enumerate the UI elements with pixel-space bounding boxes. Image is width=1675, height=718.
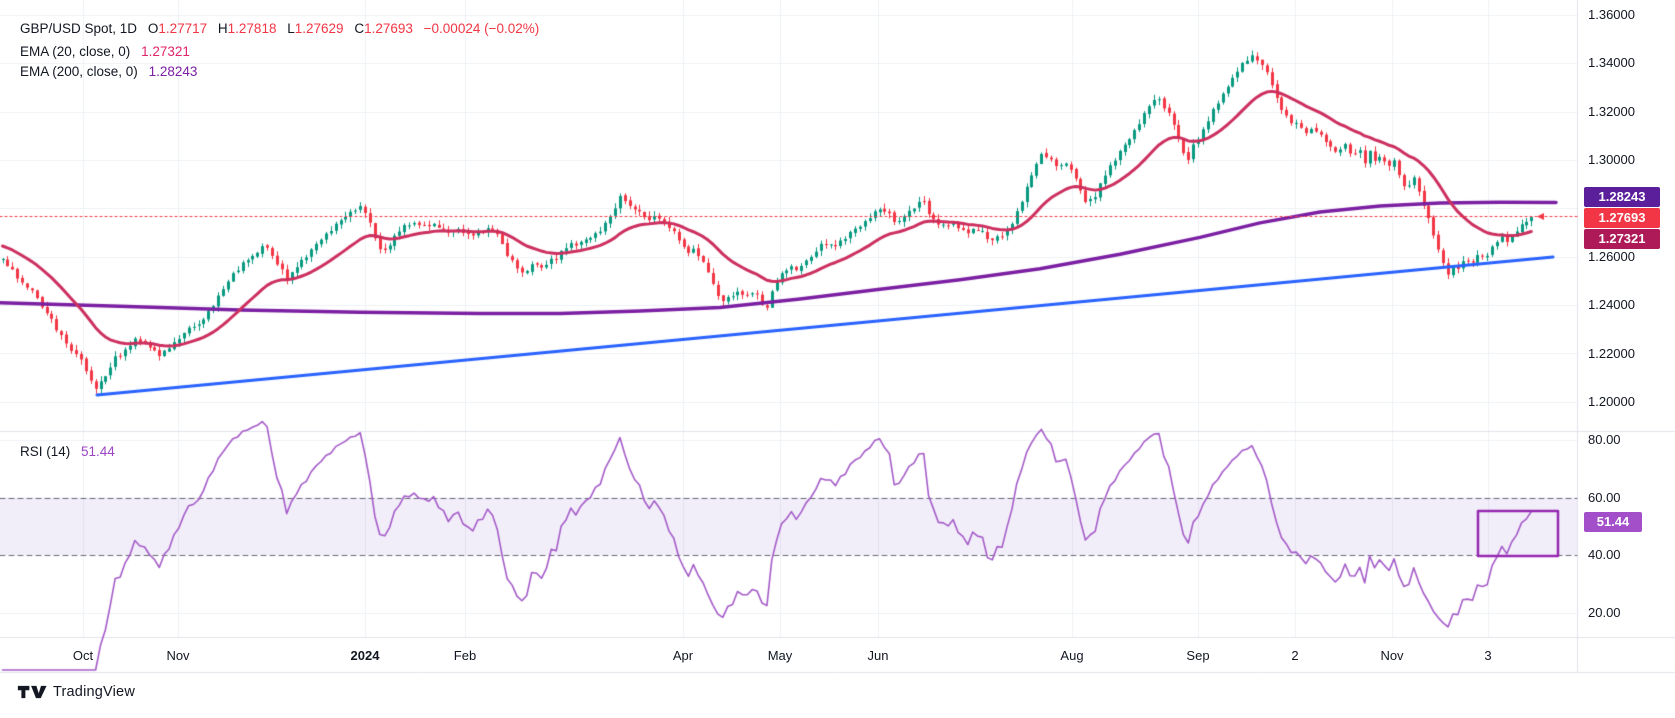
price-axis-label: 1.34000 xyxy=(1588,55,1635,70)
time-axis-label: Jun xyxy=(867,648,889,663)
time-axis-label: Feb xyxy=(453,648,477,663)
ema20-legend-value: 1.27321 xyxy=(141,44,190,59)
tradingview-attribution[interactable]: TradingView xyxy=(17,684,135,700)
rsi-axis-label: 60.00 xyxy=(1588,490,1621,505)
price-axis-label: 1.26000 xyxy=(1588,249,1635,264)
ohlc-open: O1.27717 xyxy=(147,21,208,36)
time-axis-label: May xyxy=(767,648,793,663)
rsi-legend-label: RSI (14) xyxy=(20,444,71,459)
rsi-axis-label: 20.00 xyxy=(1588,605,1621,620)
price-axis-label: 1.22000 xyxy=(1588,346,1635,361)
time-axis-label: Aug xyxy=(1060,648,1084,663)
price-axis[interactable] xyxy=(1577,0,1675,637)
symbol-legend-row[interactable]: GBP/USD Spot, 1D O1.27717 H1.27818 L1.27… xyxy=(20,20,539,37)
time-axis-label: 2 xyxy=(1291,648,1299,663)
time-axis-label-year: 2024 xyxy=(350,648,380,663)
price-axis-label: 1.30000 xyxy=(1588,152,1635,167)
price-axis-label: 1.20000 xyxy=(1588,394,1635,409)
ema20-legend-label: EMA (20, close, 0) xyxy=(20,44,131,59)
time-axis-label: Apr xyxy=(672,648,694,663)
price-axis-label: 1.24000 xyxy=(1588,297,1635,312)
rsi-value-badge: 51.44 xyxy=(1584,512,1642,532)
ema200-legend-row[interactable]: EMA (200, close, 0) 1.28243 xyxy=(20,63,197,80)
ohlc-close: C1.27693 xyxy=(354,21,413,36)
last-price-badge: 1.27693 xyxy=(1584,208,1660,228)
rsi-axis-label: 40.00 xyxy=(1588,547,1621,562)
time-axis-label: Sep xyxy=(1186,648,1210,663)
ohlc-high: H1.27818 xyxy=(217,21,277,36)
price-change: −0.00024 (−0.02%) xyxy=(423,21,540,36)
ema20-price-badge: 1.27321 xyxy=(1584,229,1660,249)
symbol-title: GBP/USD Spot, 1D xyxy=(20,21,138,36)
time-axis-label: Oct xyxy=(72,648,94,663)
time-axis-label: 3 xyxy=(1484,648,1492,663)
time-axis-label: Nov xyxy=(1380,648,1404,663)
rsi-axis-label: 80.00 xyxy=(1588,432,1621,447)
time-axis-label: Nov xyxy=(166,648,190,663)
price-axis-label: 1.32000 xyxy=(1588,104,1635,119)
ema200-price-badge: 1.28243 xyxy=(1584,187,1660,207)
ohlc-low: L1.27629 xyxy=(287,21,344,36)
price-axis-label: 1.36000 xyxy=(1588,7,1635,22)
tradingview-wordmark: TradingView xyxy=(53,684,135,700)
ema20-legend-row[interactable]: EMA (20, close, 0) 1.27321 xyxy=(20,43,190,60)
tradingview-logo-icon xyxy=(17,685,47,699)
ema200-legend-label: EMA (200, close, 0) xyxy=(20,64,138,79)
rsi-legend-value: 51.44 xyxy=(81,444,115,459)
rsi-legend-row[interactable]: RSI (14) 51.44 xyxy=(20,443,115,460)
ema200-legend-value: 1.28243 xyxy=(148,64,198,79)
